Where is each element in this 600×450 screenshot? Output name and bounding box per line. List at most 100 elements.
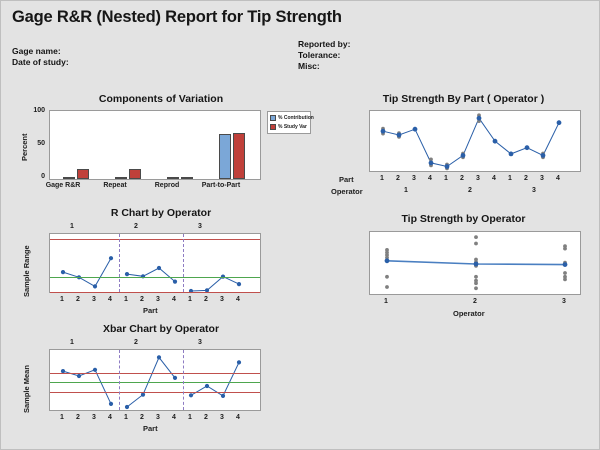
components-legend: % Contribution % Study Var [267, 111, 314, 134]
components-y-axis-title: Percent [20, 133, 29, 161]
r-chart-xtick-1a: 1 [60, 296, 64, 303]
components-ytick-50: 50 [37, 140, 45, 147]
part-tick-2a: 2 [396, 175, 400, 182]
part-tick-4a: 4 [428, 175, 432, 182]
part-tick-3a: 3 [412, 175, 416, 182]
xbar-chart-lcl-line [50, 392, 260, 393]
legend-item-studyvar: % Study Var [270, 123, 307, 131]
bar-part-to-part-contribution [219, 133, 231, 179]
misc-label: Misc: [298, 61, 320, 71]
xbar-chart-group-label-3: 3 [198, 339, 202, 346]
xbar-chart-separator-1 [119, 350, 120, 410]
r-chart-xtick-2c: 2 [204, 296, 208, 303]
panel-r-chart-by-operator: R Chart by Operator Sample Range 1 2 3 [11, 207, 311, 315]
part-tick-2c: 2 [524, 175, 528, 182]
page-title: Gage R&R (Nested) Report for Tip Strengt… [12, 8, 342, 26]
tip-strength-by-part-plot-area [369, 110, 581, 172]
bar-reprod-contribution [167, 177, 179, 179]
r-chart-points [60, 256, 242, 294]
r-chart-xtick-2a: 2 [76, 296, 80, 303]
bar-gage-rr-studyvar [77, 169, 89, 179]
operator-group-tick-1: 1 [404, 187, 408, 194]
r-chart-svg [60, 256, 242, 294]
part-mean-points [380, 115, 562, 169]
part-tick-1b: 1 [444, 175, 448, 182]
part-replicate-points [381, 113, 561, 171]
legend-item-contribution: % Contribution [270, 114, 314, 122]
components-of-variation-title: Components of Variation [98, 93, 224, 105]
xbar-chart-x-axis-title: Part [143, 424, 158, 433]
xbar-chart-xtick-1b: 1 [124, 414, 128, 421]
r-chart-separator-1 [119, 234, 120, 292]
tip-strength-by-operator-svg [384, 235, 568, 291]
r-chart-ucl-line [50, 239, 260, 240]
r-chart-xtick-3c: 3 [220, 296, 224, 303]
bar-repeat-studyvar [129, 169, 141, 179]
r-chart-xtick-1c: 1 [188, 296, 192, 303]
r-chart-separator-2 [183, 234, 184, 292]
r-chart-title: R Chart by Operator [110, 207, 212, 219]
r-chart-center-line [50, 277, 260, 278]
panel-xbar-chart-by-operator: Xbar Chart by Operator Sample Mean 1 2 3 [11, 323, 311, 433]
xbar-chart-xtick-1c: 1 [188, 414, 192, 421]
operator-xtick-1: 1 [384, 298, 388, 305]
date-of-study-label: Date of study: [12, 57, 69, 67]
xbar-chart-group-label-1: 1 [70, 339, 74, 346]
components-ytick-0: 0 [41, 173, 45, 180]
tolerance-label: Tolerance: [298, 50, 341, 60]
components-plot-area [49, 110, 261, 180]
r-chart-xtick-3b: 3 [156, 296, 160, 303]
xbar-chart-xtick-4a: 4 [108, 414, 112, 421]
r-chart-series-op2 [126, 267, 176, 282]
xbar-chart-xtick-4b: 4 [172, 414, 176, 421]
xbar-chart-title: Xbar Chart by Operator [102, 323, 220, 335]
part-tick-2b: 2 [460, 175, 464, 182]
part-tick-4b: 4 [492, 175, 496, 182]
r-chart-lcl-line [50, 292, 260, 293]
xbar-chart-svg [60, 355, 242, 410]
r-chart-group-label-2: 2 [134, 223, 138, 230]
xbar-chart-plot-area [49, 349, 261, 411]
bar-part-to-part-studyvar [233, 132, 245, 179]
panel-tip-strength-by-operator: Tip Strength by Operator [331, 207, 596, 327]
xbar-chart-xtick-2a: 2 [76, 414, 80, 421]
xbar-chart-series-op2 [126, 356, 176, 408]
xbar-chart-xtick-3c: 3 [220, 414, 224, 421]
xbar-chart-group-label-2: 2 [134, 339, 138, 346]
xbar-chart-xtick-4c: 4 [236, 414, 240, 421]
legend-swatch-studyvar-icon [270, 124, 276, 130]
operator-mean-points [384, 258, 568, 267]
r-chart-xtick-2b: 2 [140, 296, 144, 303]
components-xtick-part-to-part: Part-to-Part [201, 182, 241, 189]
xbar-chart-xtick-1a: 1 [60, 414, 64, 421]
operator-group-tick-2: 2 [468, 187, 472, 194]
xbar-chart-separator-2 [183, 350, 184, 410]
bar-reprod-studyvar [181, 177, 193, 179]
r-chart-xtick-4a: 4 [108, 296, 112, 303]
r-chart-y-axis-title: Sample Range [22, 245, 31, 297]
tip-strength-by-operator-x-axis-title: Operator [453, 309, 485, 318]
tip-strength-by-part-svg [380, 113, 562, 171]
operator-group-tick-3: 3 [532, 187, 536, 194]
xbar-chart-y-axis-title: Sample Mean [22, 365, 31, 413]
xbar-chart-ucl-line [50, 373, 260, 374]
r-chart-group-label-1: 1 [70, 223, 74, 230]
xbar-chart-center-line [50, 382, 260, 383]
gage-name-label: Gage name: [12, 46, 61, 56]
part-mean-line [382, 117, 560, 168]
panel-tip-strength-by-part: Tip Strength By Part ( Operator ) [331, 93, 596, 205]
xbar-chart-xtick-3b: 3 [156, 414, 160, 421]
gage-meta-left: Gage name: Date of study: [12, 46, 69, 68]
xbar-chart-xtick-3a: 3 [92, 414, 96, 421]
bar-repeat-contribution [115, 177, 127, 179]
panel-components-of-variation: Components of Variation Percent 100 50 0… [11, 93, 314, 201]
xbar-chart-xtick-2b: 2 [140, 414, 144, 421]
components-xtick-reprod: Reprod [154, 182, 180, 189]
components-xtick-repeat: Repeat [103, 182, 127, 189]
r-chart-plot-area [49, 233, 261, 294]
operator-xtick-2: 2 [473, 298, 477, 305]
tip-strength-by-part-title: Tip Strength By Part ( Operator ) [382, 93, 545, 105]
xbar-chart-points [60, 355, 242, 410]
r-chart-xtick-4b: 4 [172, 296, 176, 303]
